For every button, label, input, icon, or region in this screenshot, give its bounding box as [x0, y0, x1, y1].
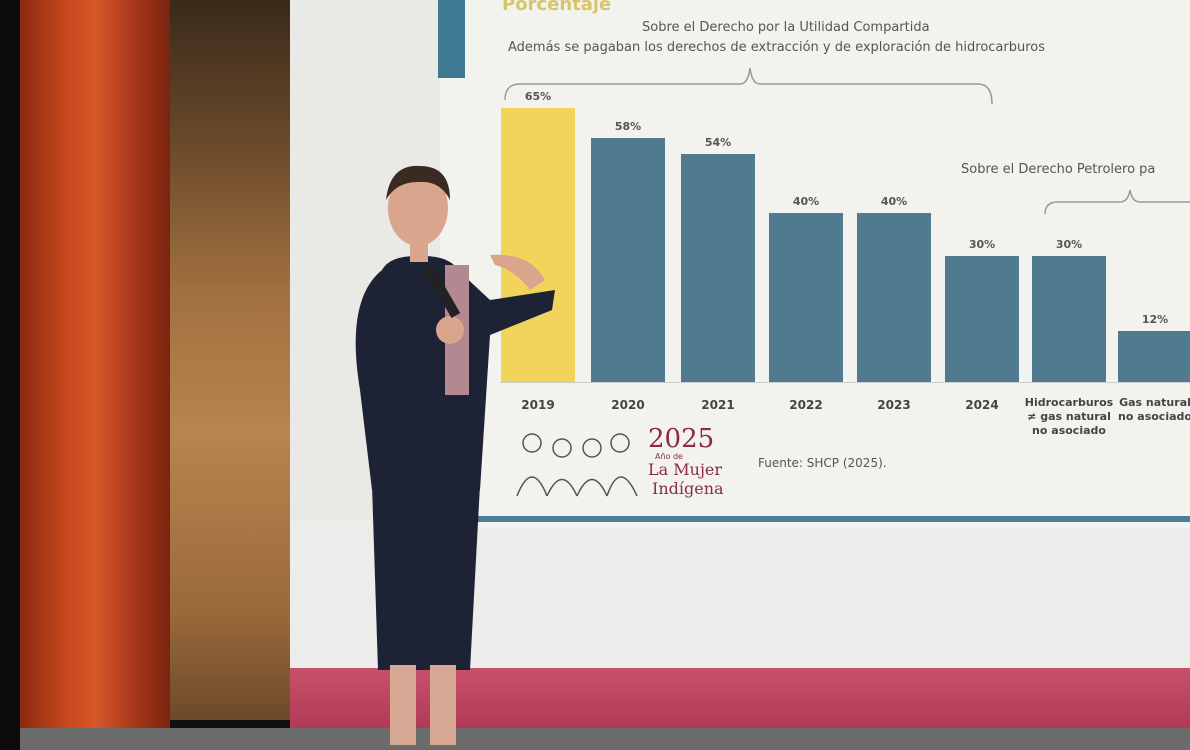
category-label: 2019	[521, 398, 555, 412]
value-label: 40%	[880, 195, 908, 209]
presenter	[355, 165, 555, 745]
bar-3	[769, 213, 843, 382]
value-label: 65%	[524, 90, 552, 103]
annotation-derechos: Además se pagaban los derechos de extrac…	[508, 40, 1046, 55]
bar-2	[681, 154, 755, 382]
category-label: 2024	[965, 398, 999, 412]
annotation-petrolero: Sobre el Derecho Petrolero pa	[961, 162, 1156, 177]
value-label: 58%	[614, 119, 642, 133]
bar-1	[591, 137, 665, 382]
bar-0	[501, 108, 575, 382]
category-label: Gas natural no asociado	[1118, 396, 1190, 423]
logo-women-illustration	[512, 418, 642, 498]
floor	[20, 728, 1190, 750]
category-label: Hidrocarburos ≠ gas natural no asociado	[1024, 396, 1114, 437]
bracket-utilidad	[504, 67, 993, 105]
annotation-utilidad: Sobre el Derecho por la Utilidad Compart…	[642, 20, 930, 35]
bar-6	[1032, 255, 1106, 382]
slide-accent-strip	[438, 0, 465, 78]
bar-7	[1118, 331, 1190, 382]
logo-small: Año de	[655, 452, 683, 461]
value-label: 54%	[704, 136, 732, 150]
bar-5	[945, 255, 1019, 382]
category-label: 2020	[611, 398, 645, 412]
category-label: 2023	[877, 398, 911, 412]
category-label: 2022	[789, 398, 823, 412]
logo-name2: Indígena	[652, 479, 724, 498]
frame-border	[0, 0, 20, 750]
value-label: 12%	[1141, 313, 1169, 327]
red-curtain	[20, 0, 170, 740]
x-axis-line	[500, 382, 1190, 383]
source-note: Fuente: SHCP (2025).	[758, 456, 887, 470]
category-label: 2021	[701, 398, 735, 412]
brackets	[504, 67, 1190, 215]
bracket-petrolero	[1044, 189, 1190, 215]
value-label: 40%	[792, 195, 820, 209]
value-label: 30%	[968, 237, 996, 251]
logo-name1: La Mujer	[648, 460, 723, 479]
bar-4	[857, 213, 931, 382]
chart-title: Porcentaje	[502, 0, 612, 15]
logo-year: 2025	[648, 424, 715, 454]
value-label: 30%	[1055, 237, 1083, 251]
slide-bottom-line	[465, 516, 1190, 522]
